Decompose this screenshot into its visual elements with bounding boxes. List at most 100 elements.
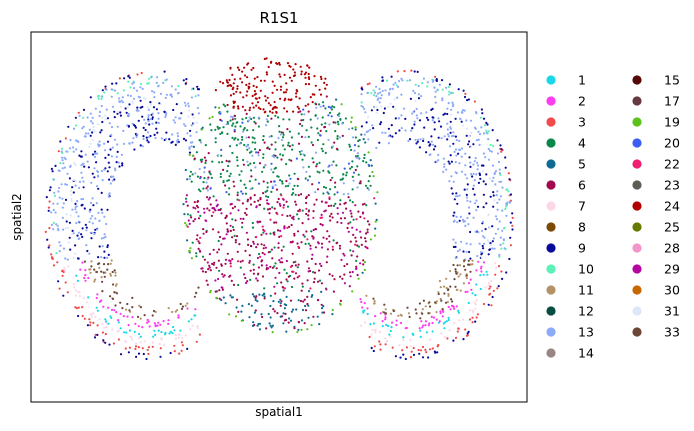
- data-point: [430, 108, 433, 111]
- data-point: [369, 184, 372, 187]
- data-point: [396, 85, 400, 88]
- data-point: [110, 133, 113, 137]
- data-point: [344, 117, 347, 120]
- data-point: [222, 103, 225, 106]
- data-point: [356, 154, 359, 158]
- data-point: [281, 213, 284, 217]
- data-point: [168, 138, 171, 141]
- data-point: [327, 114, 330, 117]
- data-point: [153, 96, 156, 99]
- data-point: [315, 106, 318, 109]
- data-point: [155, 121, 158, 124]
- data-point: [92, 321, 95, 324]
- data-point: [197, 247, 200, 250]
- data-point: [72, 146, 75, 149]
- data-point: [482, 152, 485, 155]
- data-point: [291, 252, 294, 255]
- data-point: [306, 295, 309, 298]
- data-point: [93, 232, 96, 236]
- data-point: [413, 120, 416, 123]
- data-point: [245, 231, 248, 234]
- data-point: [153, 322, 156, 325]
- data-point: [295, 308, 298, 311]
- data-point: [219, 175, 222, 178]
- data-point: [108, 166, 111, 169]
- data-point: [195, 238, 198, 241]
- data-point: [115, 155, 118, 158]
- data-point: [200, 128, 203, 131]
- data-point: [196, 200, 200, 203]
- data-point: [300, 328, 303, 331]
- data-point: [105, 108, 108, 111]
- data-point: [387, 142, 390, 145]
- data-point: [488, 149, 492, 152]
- data-point: [246, 160, 249, 163]
- data-point: [155, 127, 158, 130]
- data-point: [392, 309, 395, 313]
- data-point: [485, 131, 488, 134]
- data-point: [358, 182, 361, 185]
- data-point: [225, 233, 228, 236]
- data-point: [412, 333, 415, 336]
- data-point: [325, 83, 328, 86]
- data-point: [97, 256, 100, 259]
- data-point: [48, 244, 51, 247]
- data-point: [462, 89, 465, 92]
- data-point: [467, 98, 470, 101]
- data-point: [169, 351, 172, 355]
- data-point: [135, 355, 138, 358]
- data-point: [417, 348, 420, 352]
- data-point: [365, 161, 368, 164]
- data-point: [111, 82, 114, 85]
- data-point: [292, 110, 295, 113]
- data-point: [151, 116, 154, 119]
- data-point: [103, 233, 106, 236]
- data-point: [266, 199, 269, 202]
- data-point: [252, 129, 255, 132]
- data-point: [109, 295, 112, 298]
- data-point: [298, 122, 302, 126]
- data-point: [314, 262, 317, 266]
- data-point: [312, 216, 315, 219]
- data-point: [221, 273, 224, 276]
- data-point: [322, 305, 325, 308]
- data-point: [236, 121, 239, 124]
- data-point: [168, 332, 171, 335]
- data-point: [297, 245, 300, 248]
- data-point: [256, 279, 259, 282]
- data-point: [442, 322, 445, 325]
- data-point: [452, 103, 455, 106]
- data-point: [336, 120, 339, 123]
- data-point: [325, 288, 328, 291]
- data-point: [439, 125, 443, 128]
- data-point: [207, 152, 210, 155]
- data-point: [328, 196, 331, 199]
- data-point: [398, 80, 401, 83]
- data-point: [433, 121, 436, 124]
- data-point: [310, 141, 313, 144]
- data-point: [471, 259, 474, 262]
- data-point: [102, 263, 106, 266]
- legend-label: 2: [578, 94, 586, 109]
- data-point: [116, 110, 119, 114]
- data-point: [435, 160, 438, 163]
- data-point: [359, 180, 362, 183]
- data-point: [266, 208, 270, 211]
- data-point: [295, 95, 298, 98]
- data-point: [328, 273, 331, 276]
- data-point: [98, 300, 101, 303]
- data-point: [350, 212, 353, 215]
- data-point: [215, 205, 218, 208]
- data-point: [127, 324, 130, 327]
- data-point: [292, 261, 295, 264]
- data-point: [120, 99, 123, 102]
- data-point: [110, 308, 114, 311]
- data-point: [504, 207, 507, 211]
- data-point: [226, 84, 229, 88]
- data-point: [300, 113, 303, 116]
- data-point: [324, 151, 327, 154]
- data-point: [310, 230, 313, 233]
- data-point: [474, 303, 477, 306]
- data-point: [280, 235, 283, 238]
